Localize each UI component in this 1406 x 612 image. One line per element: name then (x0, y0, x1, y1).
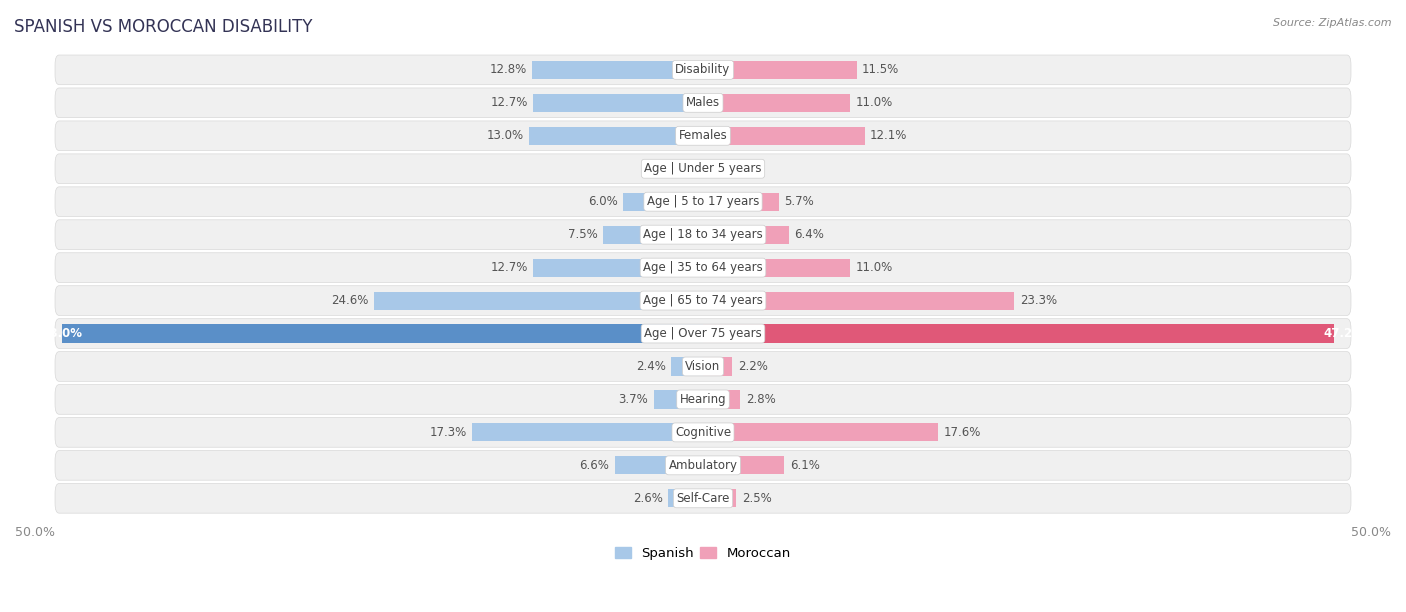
Bar (472, 424, 703, 441)
Text: Age | 65 to 74 years: Age | 65 to 74 years (643, 294, 763, 307)
Text: 12.7%: 12.7% (491, 261, 529, 274)
Bar (62, 324, 703, 343)
Text: 11.0%: 11.0% (855, 96, 893, 110)
Bar (374, 291, 703, 310)
Text: 1.2%: 1.2% (724, 162, 754, 175)
FancyBboxPatch shape (55, 483, 1351, 513)
Bar (703, 390, 741, 408)
Text: 17.3%: 17.3% (429, 426, 467, 439)
Bar (603, 226, 703, 244)
Text: 6.6%: 6.6% (579, 459, 609, 472)
Text: 23.3%: 23.3% (1019, 294, 1057, 307)
Text: 17.6%: 17.6% (943, 426, 981, 439)
Text: 6.4%: 6.4% (794, 228, 824, 241)
FancyBboxPatch shape (55, 384, 1351, 414)
Text: Source: ZipAtlas.com: Source: ZipAtlas.com (1274, 18, 1392, 28)
FancyBboxPatch shape (55, 319, 1351, 348)
Bar (703, 258, 851, 277)
Text: SPANISH VS MOROCCAN DISABILITY: SPANISH VS MOROCCAN DISABILITY (14, 18, 312, 36)
Bar (703, 489, 737, 507)
Text: 12.8%: 12.8% (489, 64, 527, 76)
Bar (703, 291, 1014, 310)
Text: 24.6%: 24.6% (332, 294, 368, 307)
FancyBboxPatch shape (55, 253, 1351, 282)
Text: 48.0%: 48.0% (42, 327, 83, 340)
FancyBboxPatch shape (55, 154, 1351, 184)
FancyBboxPatch shape (55, 220, 1351, 250)
Text: Age | Under 5 years: Age | Under 5 years (644, 162, 762, 175)
Bar (703, 357, 733, 376)
Bar (703, 457, 785, 474)
Text: 11.5%: 11.5% (862, 64, 900, 76)
Bar (668, 489, 703, 507)
Bar (703, 324, 1334, 343)
FancyBboxPatch shape (55, 121, 1351, 151)
Text: Males: Males (686, 96, 720, 110)
Text: Ambulatory: Ambulatory (668, 459, 738, 472)
Bar (533, 258, 703, 277)
Text: 1.4%: 1.4% (650, 162, 679, 175)
FancyBboxPatch shape (55, 352, 1351, 381)
Text: Disability: Disability (675, 64, 731, 76)
Text: Hearing: Hearing (679, 393, 727, 406)
Bar (703, 94, 851, 112)
Text: Vision: Vision (685, 360, 721, 373)
Text: 2.6%: 2.6% (633, 492, 662, 505)
Text: 11.0%: 11.0% (855, 261, 893, 274)
FancyBboxPatch shape (55, 417, 1351, 447)
Text: Age | 18 to 34 years: Age | 18 to 34 years (643, 228, 763, 241)
Text: 47.2%: 47.2% (1323, 327, 1364, 340)
Bar (529, 127, 703, 145)
FancyBboxPatch shape (55, 55, 1351, 84)
Bar (703, 127, 865, 145)
Bar (533, 94, 703, 112)
Text: Females: Females (679, 129, 727, 142)
Bar (531, 61, 703, 79)
Text: 5.7%: 5.7% (785, 195, 814, 208)
Text: 12.7%: 12.7% (491, 96, 529, 110)
FancyBboxPatch shape (55, 88, 1351, 118)
Text: Cognitive: Cognitive (675, 426, 731, 439)
Text: 2.5%: 2.5% (742, 492, 772, 505)
Text: 6.1%: 6.1% (790, 459, 820, 472)
FancyBboxPatch shape (55, 450, 1351, 480)
Text: Age | 35 to 64 years: Age | 35 to 64 years (643, 261, 763, 274)
Text: Age | 5 to 17 years: Age | 5 to 17 years (647, 195, 759, 208)
Text: 2.2%: 2.2% (738, 360, 768, 373)
FancyBboxPatch shape (55, 187, 1351, 217)
Bar (703, 193, 779, 211)
Text: 2.8%: 2.8% (745, 393, 776, 406)
Bar (703, 424, 938, 441)
Bar (703, 160, 718, 178)
Text: 2.4%: 2.4% (636, 360, 665, 373)
Bar (703, 226, 789, 244)
Text: 3.7%: 3.7% (619, 393, 648, 406)
Legend: Spanish, Moroccan: Spanish, Moroccan (610, 542, 796, 565)
Text: Age | Over 75 years: Age | Over 75 years (644, 327, 762, 340)
Text: 13.0%: 13.0% (486, 129, 524, 142)
Text: 6.0%: 6.0% (588, 195, 617, 208)
Text: 12.1%: 12.1% (870, 129, 907, 142)
Text: 7.5%: 7.5% (568, 228, 598, 241)
Bar (671, 357, 703, 376)
Text: Self-Care: Self-Care (676, 492, 730, 505)
Bar (703, 61, 856, 79)
Bar (654, 390, 703, 408)
Bar (623, 193, 703, 211)
FancyBboxPatch shape (55, 286, 1351, 315)
Bar (685, 160, 703, 178)
Bar (614, 457, 703, 474)
